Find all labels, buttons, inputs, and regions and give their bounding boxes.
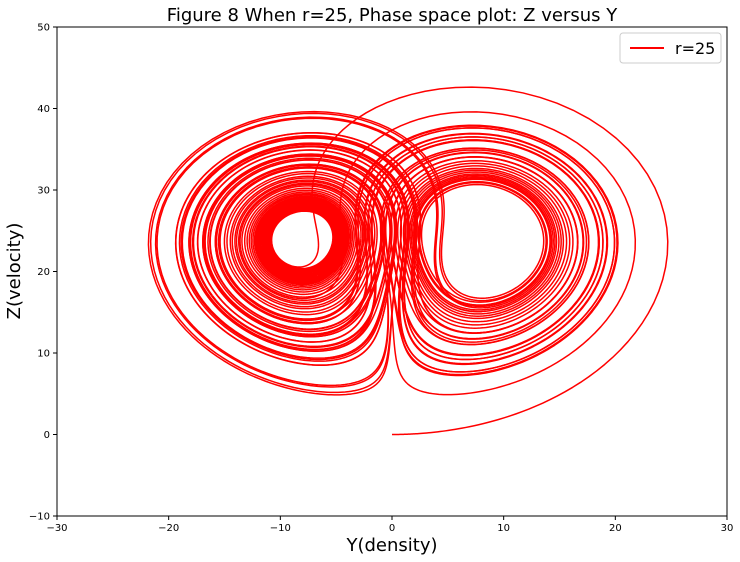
y-tick-label: −10 bbox=[29, 512, 50, 523]
x-tick-label: −30 bbox=[46, 523, 67, 534]
x-tick-label: −20 bbox=[158, 523, 179, 534]
trajectory-segment-5 bbox=[215, 164, 386, 336]
x-tick-label: 30 bbox=[721, 523, 734, 534]
trajectory-segment-15 bbox=[147, 110, 604, 396]
trajectory-segment-19 bbox=[154, 116, 590, 388]
trajectory-segment-2 bbox=[260, 201, 344, 279]
x-axis-label: Y(density) bbox=[345, 535, 437, 556]
ticks-layer: −30 −20 −10 0 10 20 30 −10 0 10 20 30 40 50 bbox=[29, 23, 733, 535]
plot-frame bbox=[56, 26, 728, 517]
legend: r=25 bbox=[619, 32, 722, 64]
y-tick-label: 30 bbox=[37, 186, 50, 197]
y-tick-label: 20 bbox=[37, 267, 50, 278]
chart-title: Figure 8 When r=25, Phase space plot: Z … bbox=[167, 5, 618, 26]
legend-box bbox=[619, 32, 722, 64]
trajectory-segment-1 bbox=[265, 205, 339, 274]
trajectory-segment-14 bbox=[178, 125, 618, 376]
trajectory-segment-18 bbox=[189, 132, 609, 366]
x-tick-label: 20 bbox=[609, 523, 622, 534]
y-tick-label: 10 bbox=[37, 349, 50, 360]
y-tick-label: 0 bbox=[44, 430, 50, 441]
trajectory-segment-3 bbox=[253, 195, 351, 286]
trajectory-layer bbox=[147, 86, 669, 436]
y-axis-label: Z(velocity) bbox=[4, 223, 25, 320]
y-tick-label: 40 bbox=[37, 104, 50, 115]
x-tick-label: 10 bbox=[497, 523, 510, 534]
trajectory-segment-11 bbox=[195, 112, 571, 326]
x-tick-label: 0 bbox=[389, 523, 395, 534]
x-tick-label: −10 bbox=[270, 523, 291, 534]
trajectory-segment-20 bbox=[442, 299, 482, 313]
legend-series-label: r=25 bbox=[675, 39, 715, 58]
y-tick-label: 50 bbox=[37, 23, 50, 34]
